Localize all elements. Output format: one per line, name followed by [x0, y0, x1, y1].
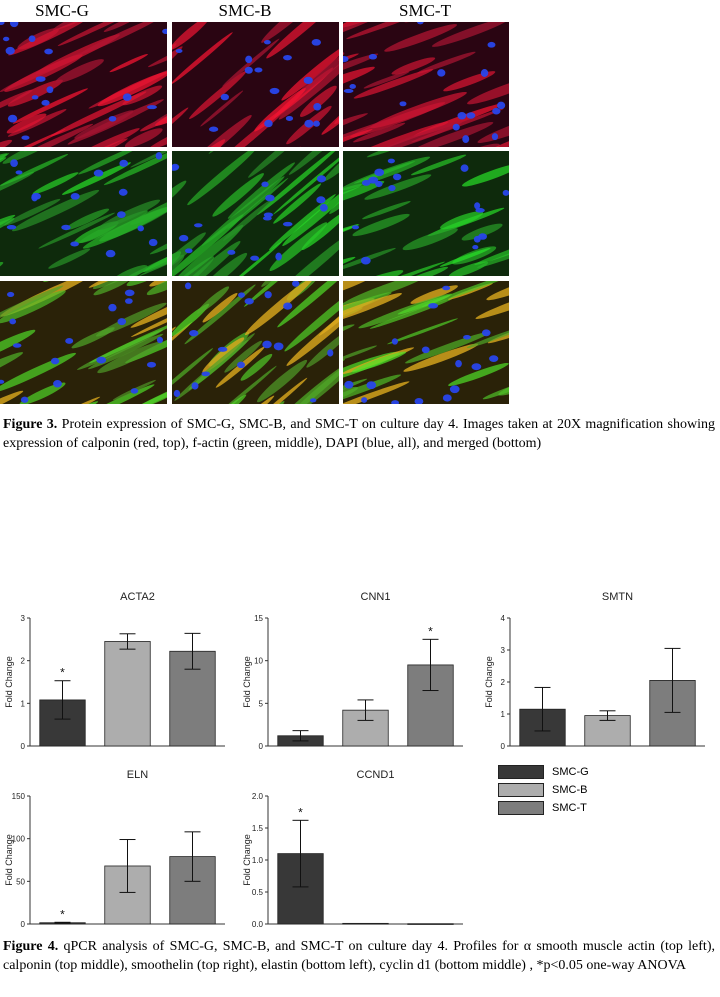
y-tick-label: 1.5	[252, 824, 264, 833]
figure-3-caption: Figure 3. Protein expression of SMC-G, S…	[3, 415, 715, 453]
figure-3-text: Protein expression of SMC-G, SMC-B, and …	[3, 417, 715, 451]
micrograph-merged-smc-b	[172, 281, 339, 404]
y-tick-label: 150	[12, 792, 26, 801]
y-tick-label: 0	[501, 742, 506, 751]
error-bar-smc-t	[664, 647, 681, 713]
error-bar-smc-g	[534, 686, 551, 732]
chart-svg-cnn1: CNN1 Fold Change 0 5 10 15 *	[242, 591, 463, 751]
error-bar-smc-b	[599, 710, 616, 721]
error-bar-smc-g	[292, 730, 309, 742]
legend-swatch-smc-t	[498, 801, 544, 815]
legend-label-smc-b: SMC-B	[552, 784, 588, 796]
significance-marker: *	[60, 907, 65, 921]
micrograph-f-actin-smc-t	[343, 151, 509, 276]
y-tick-label: 2	[21, 657, 26, 666]
chart-svg-eln: ELN Fold Change 0 50 100 150 *	[4, 769, 225, 929]
y-tick-label: 5	[259, 699, 264, 708]
y-axis-label: Fold Change	[4, 656, 14, 708]
chart-cnn1: CNN1 Fold Change 0 5 10 15 *	[238, 588, 478, 758]
y-tick-label: 1	[501, 710, 506, 719]
y-tick-label: 0.0	[252, 920, 264, 929]
y-tick-label: 10	[254, 657, 263, 666]
y-tick-label: 4	[501, 614, 506, 623]
legend-item-smc-t: SMC-T	[498, 799, 589, 817]
chart-title: SMTN	[602, 591, 633, 603]
y-axis-label: Fold Change	[242, 834, 252, 886]
significance-marker: *	[428, 624, 433, 638]
y-tick-label: 0	[21, 742, 26, 751]
legend-item-smc-b: SMC-B	[498, 781, 589, 799]
error-bar-smc-t	[184, 632, 201, 670]
legend-label-smc-g: SMC-G	[552, 766, 589, 778]
y-tick-label: 15	[254, 614, 263, 623]
legend-item-smc-g: SMC-G	[498, 763, 589, 781]
micrograph-calponin-smc-t	[343, 22, 509, 147]
error-bar-smc-b	[119, 633, 136, 650]
bar-smc-b	[104, 641, 151, 747]
micrograph-f-actin-smc-b	[172, 151, 339, 276]
y-tick-label: 2.0	[252, 792, 264, 801]
micrograph-calponin-smc-b	[172, 22, 339, 147]
bar-smc-t	[407, 923, 454, 925]
legend-swatch-smc-b	[498, 783, 544, 797]
micrograph-merged-smc-g	[0, 281, 167, 404]
y-tick-label: 100	[12, 835, 26, 844]
chart-eln: ELN Fold Change 0 50 100 150 *	[0, 766, 240, 936]
y-tick-label: 2	[501, 678, 506, 687]
y-tick-label: 0.5	[252, 888, 264, 897]
legend-label-smc-t: SMC-T	[552, 802, 587, 814]
bar-smc-b	[342, 922, 389, 925]
y-tick-label: 1	[21, 699, 26, 708]
y-axis-label: Fold Change	[4, 834, 14, 886]
micrograph-f-actin-smc-g	[0, 151, 167, 276]
figure-3-label: Figure 3.	[3, 417, 58, 432]
legend-swatch-smc-g	[498, 765, 544, 779]
error-bar-smc-b	[357, 699, 374, 721]
chart-title: ACTA2	[120, 591, 155, 603]
column-label-smc-t: SMC-T	[399, 1, 451, 20]
chart-acta2: ACTA2 Fold Change 0 1 2 3 *	[0, 588, 240, 758]
chart-ccnd1: CCND1 Fold Change 0.0 0.5 1.0 1.5 2.0 *	[238, 766, 478, 936]
micrograph-calponin-smc-g	[0, 22, 167, 147]
error-bar-smc-t	[184, 831, 201, 882]
error-bar-smc-g	[54, 680, 71, 720]
y-axis-label: Fold Change	[242, 656, 252, 708]
chart-svg-acta2: ACTA2 Fold Change 0 1 2 3 *	[4, 591, 225, 751]
chart-title: ELN	[127, 769, 148, 781]
chart-smtn: SMTN Fold Change 0 1 2 3 4	[480, 588, 720, 758]
y-tick-label: 3	[501, 646, 506, 655]
y-tick-label: 3	[21, 614, 26, 623]
error-bar-smc-g	[54, 921, 71, 924]
error-bar-smc-g	[292, 819, 309, 888]
figure-4-caption: Figure 4. qPCR analysis of SMC-G, SMC-B,…	[3, 937, 715, 975]
chart-svg-smtn: SMTN Fold Change 0 1 2 3 4	[484, 591, 705, 751]
error-bar-smc-b	[119, 839, 136, 893]
significance-marker: *	[298, 805, 303, 819]
column-label-smc-b: SMC-B	[218, 1, 272, 20]
y-tick-label: 1.0	[252, 856, 264, 865]
chart-title: CNN1	[361, 591, 391, 603]
chart-svg-ccnd1: CCND1 Fold Change 0.0 0.5 1.0 1.5 2.0 *	[242, 769, 463, 929]
column-label-smc-g: SMC-G	[35, 1, 89, 20]
y-tick-label: 50	[16, 877, 25, 886]
micrograph-merged-smc-t	[343, 281, 509, 404]
figure-4-label: Figure 4.	[3, 939, 59, 954]
error-bar-smc-t	[422, 638, 439, 692]
figure-4-text: qPCR analysis of SMC-G, SMC-B, and SMC-T…	[3, 939, 715, 973]
chart-title: CCND1	[357, 769, 395, 781]
y-axis-label: Fold Change	[484, 656, 494, 708]
y-tick-label: 0	[21, 920, 26, 929]
significance-marker: *	[60, 666, 65, 680]
bar-smc-b	[104, 865, 151, 925]
y-tick-label: 0	[259, 742, 264, 751]
chart-legend: SMC-G SMC-B SMC-T	[498, 763, 589, 817]
